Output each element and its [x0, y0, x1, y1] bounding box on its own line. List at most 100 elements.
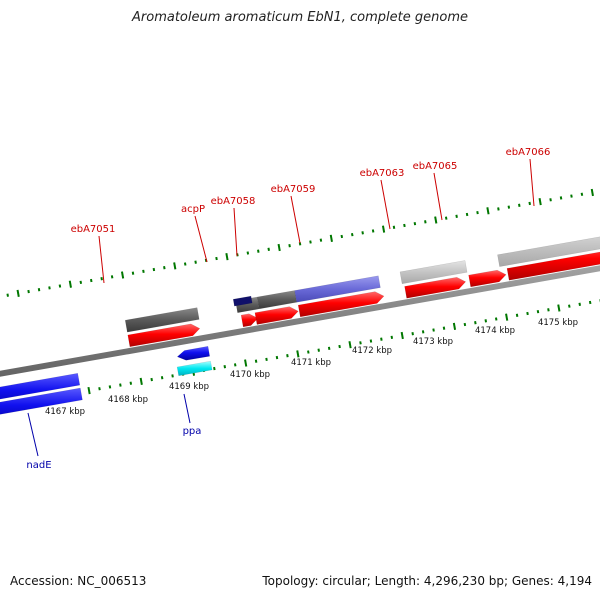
- lower-tick-mark: [162, 376, 163, 379]
- gene-leader-line: [99, 236, 104, 283]
- lower-tick-mark: [225, 365, 226, 368]
- scale-tick-label: 4173 kbp: [413, 337, 453, 347]
- upper-tick-mark: [425, 220, 426, 223]
- upper-tick-mark: [467, 213, 468, 216]
- lower-tick-mark: [360, 341, 361, 344]
- upper-tick-mark: [321, 239, 322, 242]
- forward-gene-label: ebA7065: [413, 161, 458, 172]
- lower-tick-mark: [506, 314, 507, 321]
- lower-tick-mark: [579, 303, 580, 306]
- upper-tick-mark: [509, 206, 510, 209]
- lower-tick-mark: [214, 367, 215, 370]
- upper-tick-mark: [226, 253, 227, 260]
- lower-tick-mark: [433, 329, 434, 332]
- lower-tick-mark: [318, 349, 319, 352]
- upper-tick-mark: [498, 207, 499, 210]
- lower-tick-mark: [277, 356, 278, 359]
- upper-tick-mark: [456, 215, 457, 218]
- lower-tick-mark: [412, 332, 413, 335]
- lower-tick-mark: [329, 347, 330, 350]
- upper-tick-mark: [404, 224, 405, 227]
- lower-tick-mark: [496, 318, 497, 321]
- upper-tick-mark: [258, 250, 259, 253]
- upper-tick-mark: [7, 294, 8, 297]
- reverse-gene-label: nadE: [26, 460, 51, 471]
- lower-tick-mark: [349, 341, 350, 348]
- upper-tick-mark: [122, 272, 123, 279]
- upper-tick-mark: [310, 241, 311, 244]
- map-title: Aromatoleum aromaticum EbN1, complete ge…: [0, 10, 600, 25]
- gene-leader-line: [184, 394, 190, 423]
- lower-tick-mark: [392, 336, 393, 339]
- accession-label: Accession: NC_006513: [10, 574, 146, 588]
- upper-tick-mark: [362, 231, 363, 234]
- gene-leader-line: [291, 196, 300, 243]
- forward-gene-label: ebA7058: [211, 196, 256, 207]
- lower-tick-mark: [287, 354, 288, 357]
- lower-tick-mark: [151, 378, 152, 381]
- lower-tick-mark: [308, 351, 309, 354]
- reverse-gene-arrow: [177, 346, 209, 360]
- lower-tick-mark: [235, 363, 236, 366]
- lower-tick-mark: [297, 350, 298, 357]
- lower-tick-mark: [444, 327, 445, 330]
- upper-tick-mark: [435, 217, 436, 224]
- gene-leader-line: [195, 216, 207, 262]
- scale-tick-label: 4175 kbp: [538, 318, 578, 328]
- forward-gene-label: acpP: [181, 204, 205, 215]
- upper-tick-mark: [70, 281, 71, 288]
- upper-tick-mark: [571, 195, 572, 198]
- gene-leader-line: [28, 413, 38, 456]
- scale-tick-label: 4172 kbp: [352, 346, 392, 356]
- scale-tick-label: 4168 kbp: [108, 395, 148, 405]
- upper-tick-mark: [216, 257, 217, 260]
- forward-gene-label: ebA7059: [271, 184, 316, 195]
- genome-summary: Topology: circular; Length: 4,296,230 bp…: [262, 574, 592, 588]
- scale-tick-label: 4174 kbp: [475, 326, 515, 336]
- forward-gene-label: ebA7051: [71, 224, 116, 235]
- forward-gene-label: ebA7063: [360, 168, 405, 179]
- upper-tick-mark: [352, 233, 353, 236]
- upper-tick-mark: [383, 226, 384, 233]
- upper-tick-mark: [582, 193, 583, 196]
- reverse-gene-label: ppa: [183, 426, 202, 437]
- lower-tick-mark: [486, 319, 487, 322]
- lower-tick-mark: [527, 312, 528, 315]
- lower-tick-mark: [465, 323, 466, 326]
- homolog-bar: [257, 291, 297, 309]
- upper-tick-mark: [164, 266, 165, 269]
- upper-tick-mark: [342, 235, 343, 238]
- upper-tick-mark: [394, 226, 395, 229]
- upper-tick-mark: [268, 248, 269, 251]
- upper-tick-mark: [487, 207, 488, 214]
- upper-tick-mark: [91, 279, 92, 282]
- lower-tick-mark: [371, 340, 372, 343]
- gene-leader-line: [381, 180, 390, 229]
- lower-tick-mark: [475, 321, 476, 324]
- upper-tick-mark: [49, 286, 50, 289]
- lower-tick-mark: [245, 360, 246, 367]
- lower-tick-mark: [172, 374, 173, 377]
- upper-tick-mark: [154, 268, 155, 271]
- upper-tick-mark: [446, 217, 447, 220]
- lower-tick-mark: [569, 305, 570, 308]
- lower-tick-mark: [99, 387, 100, 390]
- lower-tick-mark: [548, 308, 549, 311]
- upper-tick-mark: [112, 275, 113, 278]
- upper-tick-mark: [529, 202, 530, 205]
- scale-tick-label: 4169 kbp: [169, 382, 209, 392]
- gene-leader-line: [530, 159, 534, 206]
- upper-tick-mark: [39, 288, 40, 291]
- lower-tick-mark: [454, 323, 455, 330]
- upper-tick-mark: [540, 198, 541, 205]
- lower-tick-mark: [517, 314, 518, 317]
- upper-tick-mark: [133, 272, 134, 275]
- gene-leader-line: [434, 173, 442, 220]
- lower-tick-mark: [256, 360, 257, 363]
- lower-tick-mark: [590, 301, 591, 304]
- upper-tick-mark: [81, 281, 82, 284]
- lower-tick-mark: [402, 332, 403, 339]
- lower-tick-mark: [141, 378, 142, 385]
- upper-tick-mark: [415, 222, 416, 225]
